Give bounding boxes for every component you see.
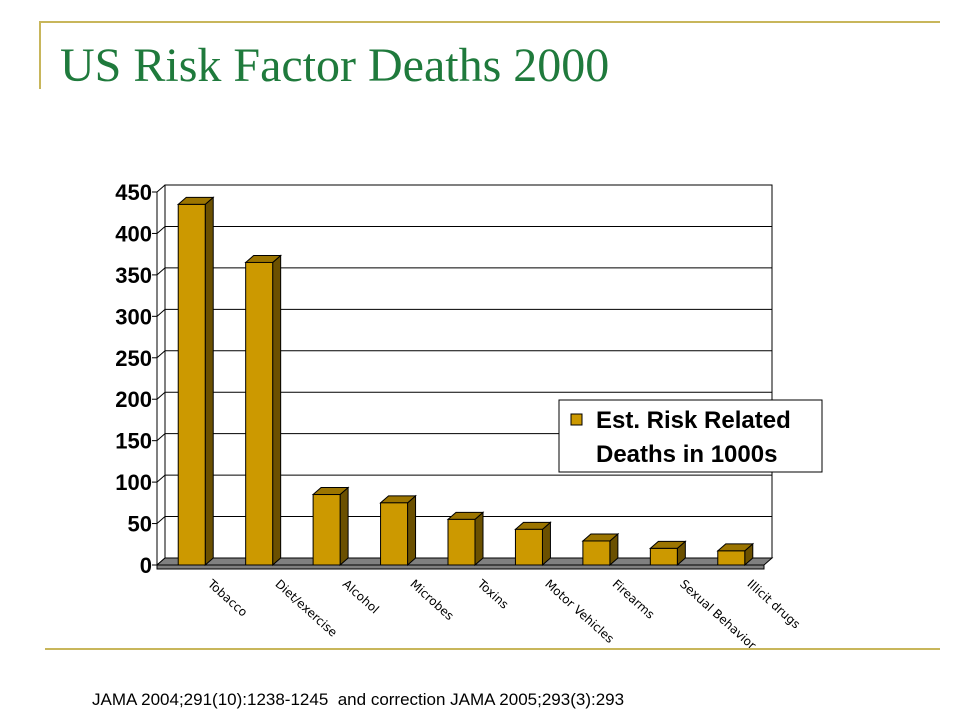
y-tick-label: 0 xyxy=(140,553,152,578)
bar-side xyxy=(474,511,484,567)
bar xyxy=(177,203,206,566)
y-tick-label: 400 xyxy=(115,221,152,246)
x-tick-label: Tobacco xyxy=(204,576,250,619)
bar-side xyxy=(204,196,214,567)
y-tick-label: 100 xyxy=(115,470,152,495)
bar xyxy=(514,528,543,566)
x-tick-label: Motor Vehicles xyxy=(542,577,617,646)
bar-side xyxy=(272,254,282,567)
y-tick-label: 250 xyxy=(115,346,152,371)
x-tick-label: Alcohol xyxy=(340,577,382,617)
y-tick-label: 450 xyxy=(115,180,152,205)
side-wall-line xyxy=(156,474,166,483)
side-wall-line xyxy=(156,516,166,524)
top-rule xyxy=(40,21,940,23)
side-wall-line xyxy=(156,226,166,234)
bar-side xyxy=(339,486,349,567)
bar xyxy=(447,518,476,566)
side-wall-line xyxy=(156,391,166,400)
floor-edge xyxy=(156,564,765,570)
bar xyxy=(649,547,678,566)
y-tick-label: 50 xyxy=(128,512,152,537)
source-citation: JAMA 2004;291(10):1238-1245 and correcti… xyxy=(92,690,625,709)
y-tick-label: 300 xyxy=(115,304,152,329)
x-tick-label: Diet/exercise xyxy=(272,577,340,640)
bar-side xyxy=(407,494,417,567)
side-wall-line xyxy=(156,184,166,193)
legend-label: Deaths in 1000s xyxy=(596,441,777,468)
legend-swatch xyxy=(570,413,583,426)
legend-label: Est. Risk Related xyxy=(596,407,791,434)
legend-box xyxy=(558,399,823,473)
side-wall-line xyxy=(156,433,166,442)
left-rule xyxy=(39,21,41,89)
bar xyxy=(582,540,611,566)
y-tick-label: 350 xyxy=(115,263,152,288)
bottom-rule xyxy=(45,648,940,650)
y-tick-label: 200 xyxy=(115,387,152,412)
x-tick-label: Illicit drugs xyxy=(745,577,803,632)
slide-title: US Risk Factor Deaths 2000 xyxy=(60,39,610,92)
side-wall-line xyxy=(156,350,166,359)
x-tick-label: Microbes xyxy=(407,577,456,623)
y-tick-label: 150 xyxy=(115,429,152,454)
x-tick-label: Firearms xyxy=(610,577,658,622)
side-wall-line xyxy=(156,267,166,276)
bar xyxy=(717,550,746,566)
x-tick-label: Toxins xyxy=(474,576,511,612)
side-wall-line xyxy=(156,308,166,317)
bar xyxy=(312,494,341,566)
bar xyxy=(380,502,409,566)
bar xyxy=(245,261,274,566)
